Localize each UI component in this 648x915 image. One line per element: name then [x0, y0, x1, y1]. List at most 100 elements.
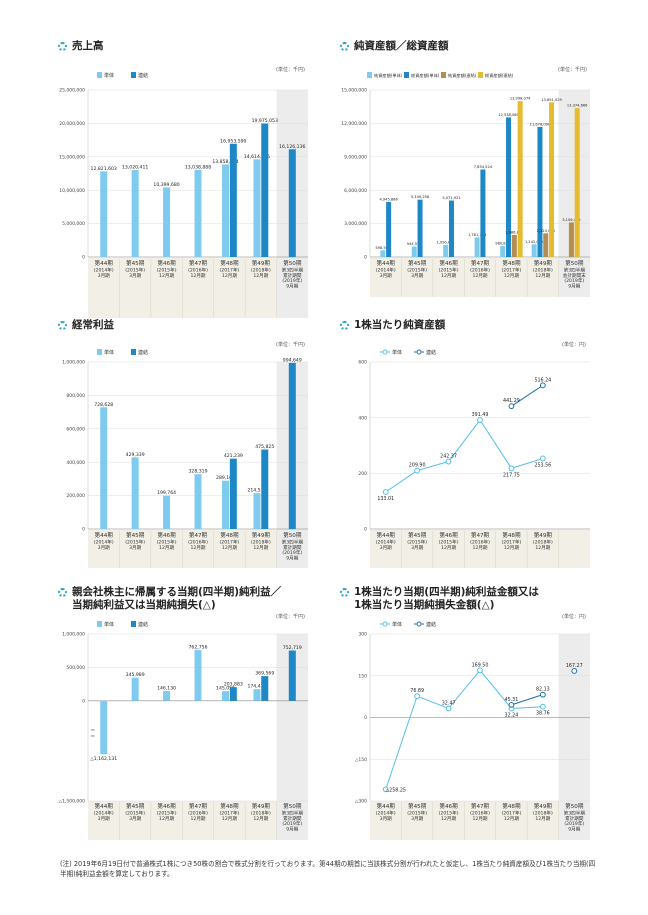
data-label: 242.37 — [440, 454, 457, 460]
data-label: 38.76 — [536, 711, 550, 717]
bar-ordinary-5-1 — [261, 449, 269, 529]
title-bullet-icon — [340, 588, 349, 597]
title-bullet-icon — [340, 321, 349, 330]
bar-net_assets-4-2 — [511, 234, 517, 257]
data-label: 429,339 — [126, 452, 145, 458]
x-tick-label: 第47期 — [471, 531, 490, 539]
x-tick-label: (2018年) — [251, 267, 271, 274]
y-tick-label: 3,000,000 — [344, 221, 367, 227]
bar-sales-5-0 — [253, 159, 261, 257]
bar-net_assets-2-0 — [443, 244, 449, 257]
data-label: 13,038,888 — [185, 164, 211, 170]
x-tick-label: (2015年) — [407, 267, 427, 274]
data-label: 345,989 — [126, 672, 145, 678]
x-tick-label: 9月期 — [568, 283, 581, 289]
bar-net_income-5-1 — [261, 676, 269, 701]
data-label: 5,071,921 — [442, 196, 460, 200]
legend-marker-icon — [416, 349, 422, 355]
x-tick-label: (2018年) — [533, 267, 553, 274]
data-label: 253.56 — [534, 462, 551, 468]
data-label: 980,875 — [495, 242, 510, 246]
x-tick-label: 3月期 — [129, 545, 142, 551]
y-tick-label: 6,000,000 — [344, 188, 367, 194]
x-tick-label: 第49期 — [534, 531, 553, 539]
data-point — [477, 667, 483, 674]
category-band — [370, 801, 590, 840]
data-label: 12,538,569 — [498, 113, 519, 117]
x-tick-label: (2018年) — [533, 810, 553, 817]
bar-net_income-4-1 — [229, 687, 237, 701]
data-label: 12,821,603 — [91, 166, 117, 172]
legend-label: 総資産額(連結) — [485, 72, 514, 79]
net-income-title-line1: 親会社株主に帰属する当期(四半期)純利益／ — [72, 586, 282, 598]
x-tick-label: 12月期 — [190, 816, 205, 822]
y-tick-label: 400,000 — [66, 460, 85, 466]
x-tick-label: 第47期 — [471, 802, 490, 810]
legend-label: 連結 — [138, 72, 148, 79]
x-tick-label: 9月期 — [286, 283, 299, 289]
legend-swatch — [131, 72, 136, 78]
legend-label: 連結 — [426, 621, 436, 628]
x-tick-label: 累計期間 — [283, 815, 302, 822]
x-tick-label: (2016年) — [470, 539, 490, 546]
y-tick-label: 0 — [82, 698, 85, 704]
x-tick-label: 第47期 — [189, 531, 208, 539]
x-tick-label: 第46期 — [157, 802, 176, 810]
bar-net_income-4-0 — [222, 691, 230, 701]
data-label: 289,161 — [216, 475, 235, 481]
x-tick-label: 12月期 — [159, 545, 174, 551]
series-line — [385, 419, 544, 493]
legend-label: 連結 — [426, 349, 436, 356]
bar-sales-4-1 — [229, 143, 237, 257]
legend-label: 単体 — [392, 349, 402, 356]
x-tick-label: 12月期 — [222, 273, 237, 279]
x-tick-label: (2015年) — [157, 810, 177, 817]
data-point — [539, 691, 546, 698]
legend-swatch — [97, 72, 102, 78]
data-label: △258.25 — [385, 787, 405, 793]
x-tick-label: 12月期 — [441, 545, 456, 551]
bar-net_income-5-0 — [253, 689, 261, 701]
x-tick-label: (2015年) — [439, 539, 459, 546]
x-tick-label: 第48期 — [220, 802, 239, 810]
data-label: 598,562 — [375, 246, 390, 250]
x-tick-label: 12月期 — [504, 545, 519, 551]
data-label: 32.24 — [505, 713, 519, 719]
x-tick-label: 12月期 — [159, 816, 174, 822]
title-bullet-icon — [58, 321, 67, 330]
x-tick-label: 3月期 — [129, 816, 142, 822]
data-point — [382, 489, 389, 495]
bar-net_assets-5-2 — [543, 233, 549, 257]
sales-unit: (単位：千円) — [276, 67, 305, 73]
data-label: 1,090,681 — [437, 240, 455, 244]
title-bullet-icon — [58, 588, 67, 597]
x-tick-label: 第3四半期 — [282, 810, 304, 817]
y-tick-label: 150 — [358, 673, 367, 679]
x-tick-label: 第3四半期 — [564, 267, 586, 274]
x-tick-label: 第50期 — [565, 259, 584, 267]
y-tick-label: △150 — [355, 757, 367, 763]
y-tick-label: 0 — [82, 527, 85, 533]
x-tick-label: 3月期 — [98, 545, 111, 551]
y-tick-label: 800,000 — [66, 393, 85, 399]
x-tick-label: 第45期 — [126, 531, 145, 539]
x-tick-label: 第48期 — [220, 259, 239, 267]
data-label: 32.47 — [442, 700, 456, 706]
legend-label: 連結 — [138, 349, 148, 356]
x-tick-label: 12月期 — [472, 273, 487, 279]
legend-swatch — [131, 349, 136, 355]
sales-title: 売上高 — [72, 40, 104, 52]
data-label: 516.24 — [534, 377, 551, 383]
x-tick-label: (2017年) — [219, 810, 239, 817]
data-point — [571, 668, 578, 674]
data-label: 762,756 — [189, 644, 208, 650]
bar-sales-0-0 — [100, 171, 108, 257]
bar-net_assets-4-1 — [506, 117, 512, 257]
x-tick-label: 第50期 — [283, 259, 302, 267]
data-label: 76.89 — [410, 688, 424, 694]
data-label: 1,142,035 — [525, 240, 543, 244]
x-tick-label: (2017年) — [501, 267, 521, 274]
x-tick-label: (2019年) — [564, 820, 584, 827]
